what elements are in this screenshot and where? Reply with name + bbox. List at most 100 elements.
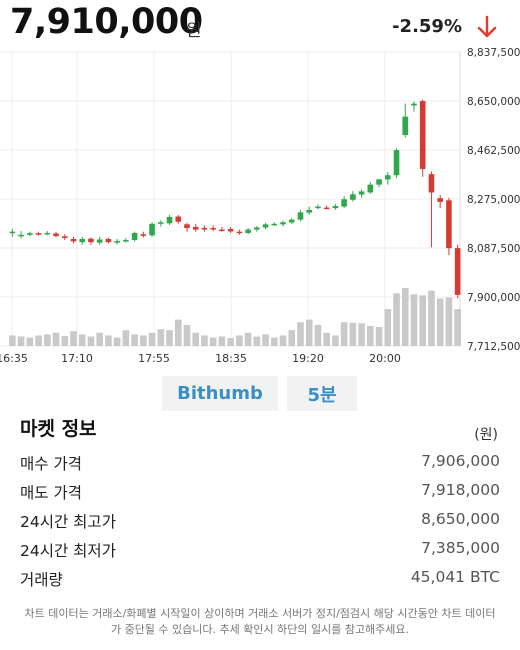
candle-body (419, 101, 426, 169)
y-tick-label: 7,900,000 (467, 292, 520, 304)
volume-bar (105, 335, 112, 346)
volume-bar (367, 325, 374, 346)
candle-body (411, 103, 417, 106)
volume-bar (96, 332, 103, 346)
candle-body (157, 222, 164, 224)
price-header: 7,910,000 원 -2.59% (0, 0, 520, 50)
volume-bar (297, 322, 304, 346)
candle-body (288, 219, 295, 223)
volume-bar (148, 332, 156, 346)
volume-bar (410, 294, 418, 346)
candle-body (341, 199, 347, 207)
volume-bar (305, 319, 313, 346)
candle-body (201, 228, 208, 230)
arrow-down-icon (477, 15, 497, 38)
candle-body (402, 116, 409, 135)
candle-body (428, 174, 435, 193)
y-tick-label: 8,837,500 (467, 48, 520, 59)
candlestick-chart[interactable]: 8,837,500 8,650,000 8,462,500 8,275,000 8,08… (0, 48, 520, 370)
candle-body (280, 222, 286, 225)
candle-body (236, 231, 243, 234)
candle-body (306, 209, 313, 213)
candle-body (367, 184, 374, 193)
candle-body (175, 216, 182, 222)
candle-body (79, 238, 86, 243)
candle-body (192, 226, 199, 230)
candle-body (88, 238, 94, 243)
x-tick-label: 17:55 (138, 352, 170, 365)
candle-body (219, 229, 225, 232)
candle-body (332, 206, 339, 209)
info-value: 45,041 BTC (410, 568, 500, 586)
volume-bar (314, 324, 322, 346)
volume-bar (43, 334, 51, 346)
ask-price-row: 매도 가격 7,918,000 (20, 481, 500, 509)
volume-bar (270, 337, 278, 346)
volume-bar (358, 323, 365, 346)
volume-bar (174, 319, 182, 346)
volume-bar (122, 330, 130, 346)
candle-body (70, 238, 77, 242)
y-tick-label: 8,087,500 (467, 243, 520, 255)
candle-body (271, 223, 278, 226)
candle-body (210, 228, 216, 230)
market-info-unit: (원) (474, 427, 498, 443)
candle-body (27, 233, 33, 235)
candle-body (227, 229, 234, 232)
volume-bar (236, 335, 243, 346)
volume-bar (349, 322, 357, 346)
price-unit: 원 (186, 21, 202, 41)
volume-bar (244, 332, 252, 346)
volume-bar (209, 337, 217, 346)
volume-bar (131, 334, 138, 346)
candle-body (114, 241, 120, 243)
x-tick-label: 17:10 (61, 352, 93, 365)
volume-bar (340, 322, 348, 346)
volume-bar (70, 331, 77, 346)
candle-body (315, 206, 321, 209)
volume-bar (113, 337, 121, 346)
candle-body (105, 238, 112, 243)
candle-body (44, 232, 51, 235)
info-value: 7,906,000 (421, 452, 500, 470)
current-price: 7,910,000 (10, 2, 203, 42)
volume-bar (78, 334, 86, 346)
candle-body (384, 175, 391, 180)
y-tick-label: 8,275,000 (467, 194, 520, 206)
exchange-button[interactable]: Bithumb (162, 376, 278, 411)
candle-body (123, 240, 129, 242)
candle-body (350, 194, 356, 200)
info-label: 매수 가격 (20, 455, 82, 473)
volume-bar (183, 324, 191, 346)
candle-body (393, 150, 400, 176)
volume-bar (419, 295, 427, 346)
info-value: 7,385,000 (421, 539, 500, 557)
volume-bar (262, 334, 269, 346)
volume-bar (192, 332, 200, 346)
volume-bar (157, 329, 165, 346)
candle-body (140, 234, 147, 236)
candle-body (9, 231, 16, 234)
candle-body (437, 198, 443, 202)
candle-body (245, 229, 251, 233)
interval-button[interactable]: 5분 (287, 376, 357, 411)
volume-bar (201, 335, 208, 346)
candle-body (454, 248, 461, 295)
x-tick-label: 18:35 (215, 352, 247, 365)
volume-row: 거래량 45,041 BTC (20, 568, 500, 596)
volume-bar (401, 288, 409, 346)
candle-body (262, 224, 269, 228)
y-tick-label: 8,650,000 (467, 96, 520, 108)
candle-body (358, 191, 365, 195)
candle-body (35, 233, 42, 235)
info-label: 24시간 최저가 (20, 542, 116, 560)
x-tick-label: 16:35 (0, 352, 28, 365)
candle-body (297, 212, 304, 220)
info-value: 7,918,000 (421, 481, 500, 499)
info-value: 8,650,000 (421, 510, 500, 528)
chart-disclaimer: 차트 데이터는 거래소/화폐별 시작일이 상이하며 거래소 서버가 정지/점검시… (24, 607, 496, 636)
candle-body (61, 236, 68, 238)
volume-bar (445, 297, 453, 346)
volume-bar (61, 335, 69, 346)
volume-bar (227, 338, 234, 346)
